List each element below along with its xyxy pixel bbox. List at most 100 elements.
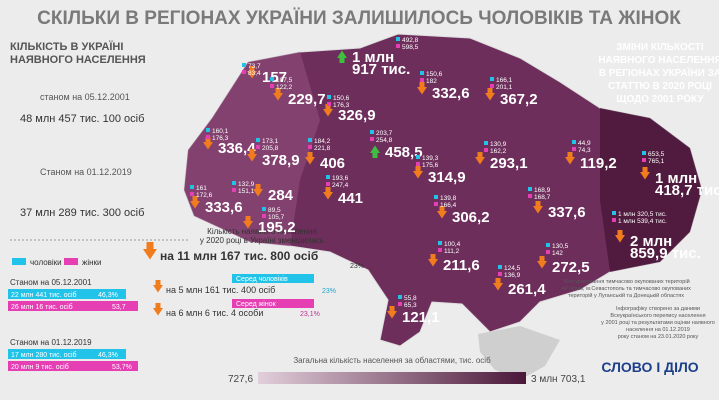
tag (232, 274, 314, 283)
arrow-down (323, 187, 333, 200)
map-crimea (478, 326, 560, 380)
swatch-women (528, 194, 532, 198)
region-value: 336,4 (218, 140, 256, 157)
bar-pct: 53,7% (112, 364, 132, 371)
swatch-women (256, 145, 260, 149)
center-total: на 11 млн 167 тис. 800 осіб (160, 249, 318, 263)
arrow-down (615, 230, 625, 243)
arrow-down (640, 167, 650, 180)
center-women: на 6 млн 6 тис. 4 особи (166, 308, 263, 318)
region-women: 162,2 (490, 148, 507, 155)
swatch-women (420, 78, 424, 82)
region-women: 172,6 (196, 192, 213, 199)
region-men: 653,5 (648, 151, 665, 158)
region-value: 1 млн (655, 170, 697, 187)
arrow-down (153, 280, 163, 293)
swatch-men (370, 130, 374, 134)
region-value: 406 (320, 155, 345, 172)
region-women: 65,3 (404, 302, 417, 309)
region-women: 105,7 (268, 214, 285, 221)
swatch-women (308, 145, 312, 149)
swatch-men (242, 63, 246, 67)
scale-caption: Загальна кількість населення за областям… (293, 356, 491, 365)
right-heading: ЩОДО 2001 РОКУ (616, 94, 704, 105)
logo: СЛОВО І ДІЛО (601, 359, 698, 375)
region-men: 161 (196, 185, 207, 192)
map-darker-east (600, 108, 702, 272)
left-heading: КІЛЬКІСТЬ В УКРАЇНІ (10, 40, 123, 53)
arrow-down (565, 152, 575, 165)
date: станом на 05.12.2001 (40, 92, 130, 102)
swatch-women (190, 192, 194, 196)
legend-swatch (64, 258, 78, 265)
region-women: 765,1 (648, 158, 665, 165)
bar-label: 20 млн 9 тис. осіб (11, 363, 69, 371)
region-women: 182 (426, 78, 437, 85)
region-men: 203,7 (376, 130, 393, 137)
region-men: 193,6 (332, 175, 349, 182)
center-label: Серед чоловіків (236, 275, 288, 283)
region-men: 73,7 (248, 63, 261, 70)
swatch-men (642, 151, 646, 155)
region-value: 378,9 (262, 152, 300, 169)
swatch-women (484, 148, 488, 152)
region-women: 166,4 (440, 202, 457, 209)
swatch-women (206, 135, 210, 139)
source: Інфографіку створено за даними (616, 306, 700, 312)
arrow-down (243, 216, 253, 229)
swatch-women (326, 182, 330, 186)
region-value: 917 тис. (352, 61, 410, 78)
swatch-men (396, 37, 400, 41)
source: у 2001 році та результатами оцінки наявн… (601, 320, 715, 326)
region-women: 74,3 (578, 147, 591, 154)
region-women: 176,3 (333, 102, 350, 109)
arrow-down (190, 196, 200, 209)
region-men: 132,9 (238, 181, 255, 188)
date: Станом на 01.12.2019 (40, 167, 132, 177)
region-men: 139,3 (422, 155, 439, 162)
region-value: 418,7 тис. (655, 182, 719, 199)
total: 37 млн 289 тис. 300 осіб (20, 207, 144, 219)
region-men: 160,1 (212, 128, 229, 135)
region-value: 284 (268, 187, 294, 204)
region-women: 221,8 (314, 145, 331, 152)
arrow-down (203, 137, 213, 150)
legend-swatch (12, 258, 26, 265)
arrow-down (533, 201, 543, 214)
region-men: 130,9 (490, 141, 507, 148)
swatch-men (308, 138, 312, 142)
arrow-down (143, 242, 157, 260)
region-men: 184,2 (314, 138, 331, 145)
swatch-women (398, 302, 402, 306)
arrow-down (247, 66, 257, 79)
arrow-down (387, 306, 397, 319)
region-women: 83,4 (248, 70, 261, 77)
note: *Без урахування тимчасово окупованих тер… (562, 278, 689, 285)
arrow-down (305, 152, 315, 165)
region-women: 122,2 (276, 84, 293, 91)
arrow-down (413, 166, 423, 179)
bar-label: 22 млн 441 тис. осіб (11, 291, 77, 299)
swatch-women (416, 162, 420, 166)
region-women: 168,7 (534, 194, 551, 201)
bar-women (8, 301, 138, 311)
region-women: 176,3 (212, 135, 229, 142)
region-women: 111,2 (444, 248, 460, 255)
region-value: 333,6 (205, 199, 243, 216)
bar-label: 17 млн 280 тис. осіб (11, 351, 77, 359)
region-women: 205,8 (262, 145, 279, 152)
center-pct: 23,1% (300, 311, 320, 318)
swatch-men (398, 295, 402, 299)
region-men: 130,5 (552, 243, 569, 250)
swatch-men (232, 181, 236, 185)
swatch-men (326, 175, 330, 179)
arrow-down (417, 82, 427, 95)
bar-pct: 46,3% (98, 352, 118, 359)
arrow-down (537, 256, 547, 269)
swatch-men (438, 241, 442, 245)
region-women: 201,1 (496, 84, 513, 91)
region-men: 89,5 (268, 207, 281, 214)
arrow-up (370, 145, 380, 158)
arrow-down (253, 184, 263, 197)
swatch-women (642, 158, 646, 162)
